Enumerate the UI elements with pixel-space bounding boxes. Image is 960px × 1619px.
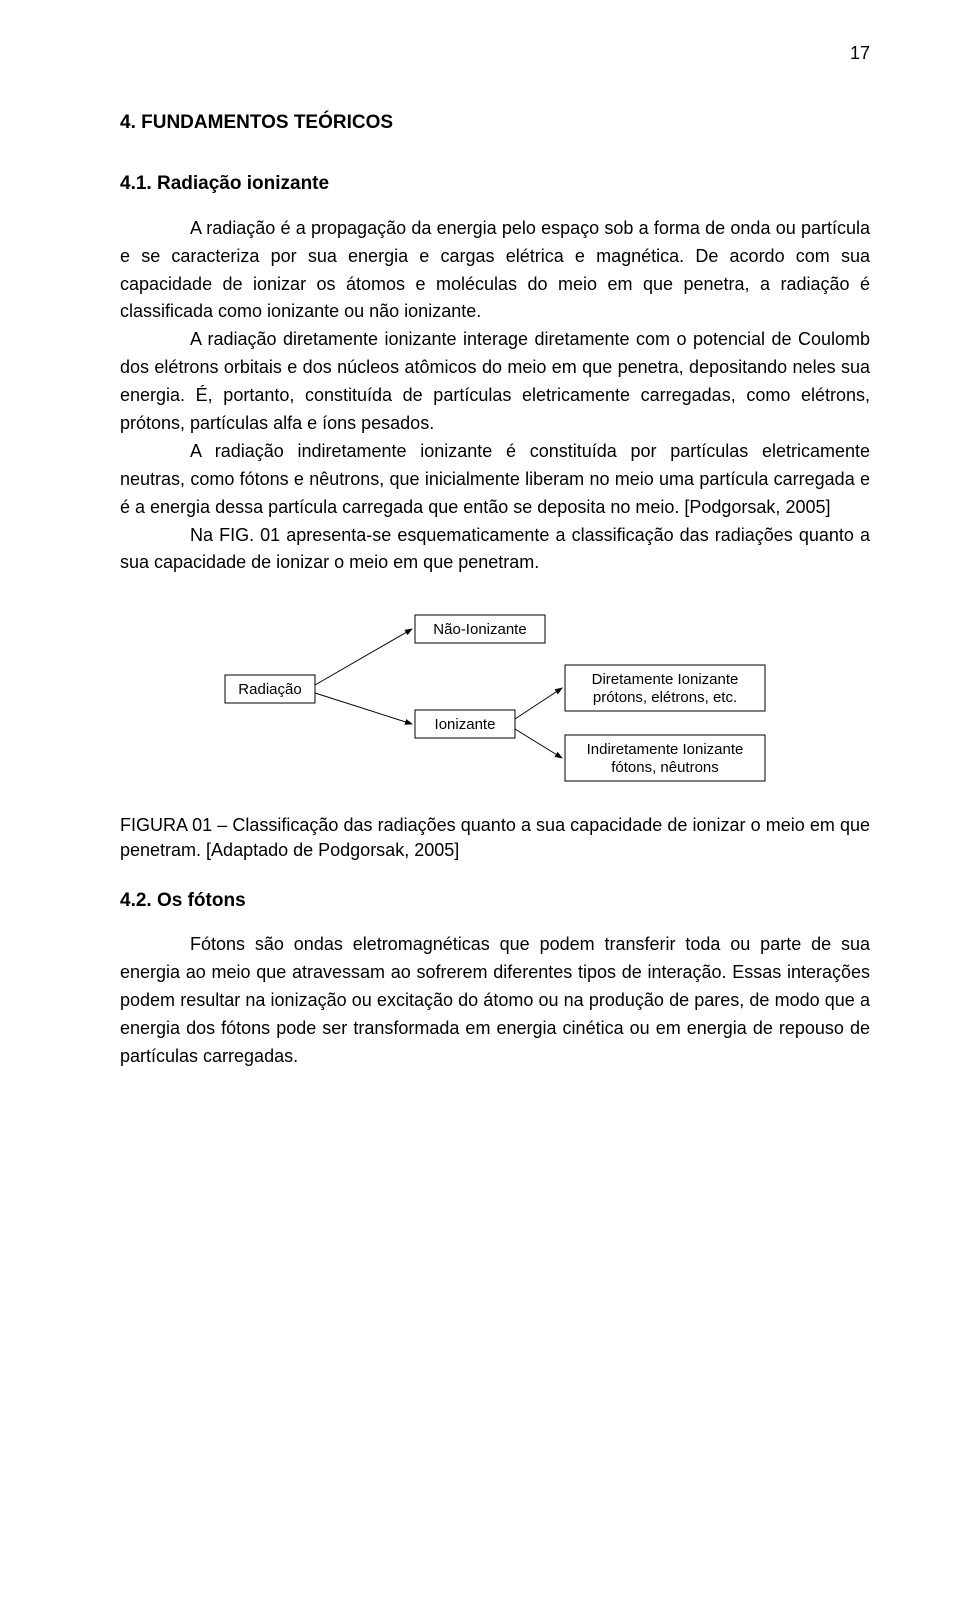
paragraph-text: Fótons são ondas eletromagnéticas que po… — [120, 934, 870, 1066]
subsection-4-2-heading: 4.2. Os fótons — [120, 886, 870, 915]
diagram-edge — [315, 693, 412, 724]
subsection-4-1-heading: 4.1. Radiação ionizante — [120, 169, 870, 198]
diagram-node-nonion-label: Não-Ionizante — [433, 621, 526, 638]
diagram-edge — [315, 629, 412, 685]
paragraph-text: Na FIG. 01 apresenta-se esquematicamente… — [120, 525, 870, 573]
figure-caption: FIGURA 01 – Classificação das radiações … — [120, 813, 870, 862]
paragraph: A radiação diretamente ionizante interag… — [120, 326, 870, 438]
diagram-node-direct-line2: prótons, elétrons, etc. — [593, 689, 737, 706]
body-text-block-2: Fótons são ondas eletromagnéticas que po… — [120, 931, 870, 1070]
diagram-edge — [515, 729, 562, 758]
paragraph-text: A radiação é a propagação da energia pel… — [120, 218, 870, 322]
diagram-node-indirect-line2: fótons, nêutrons — [611, 759, 719, 776]
paragraph: Fótons são ondas eletromagnéticas que po… — [120, 931, 870, 1070]
paragraph: A radiação indiretamente ionizante é con… — [120, 438, 870, 522]
section-heading: 4. FUNDAMENTOS TEÓRICOS — [120, 108, 870, 137]
paragraph-text: A radiação indiretamente ionizante é con… — [120, 441, 870, 517]
body-text-block-1: A radiação é a propagação da energia pel… — [120, 215, 870, 578]
paragraph-text: A radiação diretamente ionizante interag… — [120, 329, 870, 433]
page-number: 17 — [120, 40, 870, 68]
diagram-node-direct-line1: Diretamente Ionizante — [592, 671, 739, 688]
diagram-node-root-label: Radiação — [238, 681, 301, 698]
classification-diagram: Radiação Não-Ionizante Ionizante Diretam… — [120, 605, 870, 795]
diagram-node-ion-label: Ionizante — [435, 716, 496, 733]
diagram-edge — [515, 688, 562, 719]
paragraph: A radiação é a propagação da energia pel… — [120, 215, 870, 327]
paragraph: Na FIG. 01 apresenta-se esquematicamente… — [120, 522, 870, 578]
diagram-node-indirect-line1: Indiretamente Ionizante — [587, 741, 744, 758]
